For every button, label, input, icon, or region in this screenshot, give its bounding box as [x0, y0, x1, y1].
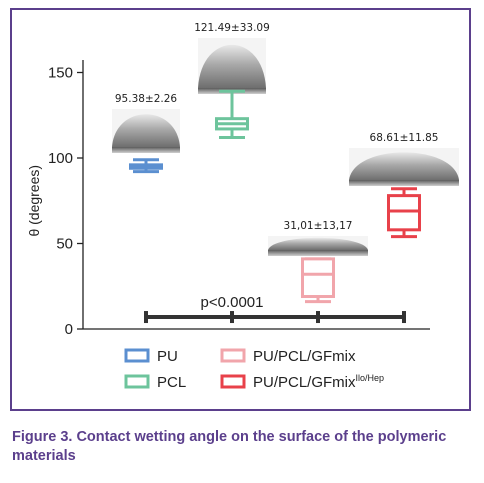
substrate-strip	[349, 180, 459, 186]
y-tick-label: 150	[48, 65, 73, 82]
droplet-shape	[268, 237, 368, 250]
box-plot-2	[215, 89, 249, 139]
legend-item-3: PU/PCL/GFmix	[220, 348, 356, 365]
droplet-shape	[198, 44, 266, 88]
box-plot-4	[387, 187, 421, 239]
legend-swatch	[220, 374, 246, 389]
value-annotations: 95.38±2.26 121.49±33.09 31,01±13,17 68.61±1…	[115, 22, 439, 232]
droplet-shape	[349, 152, 459, 180]
substrate-strip	[268, 250, 368, 256]
value-label-1: 95.38±2.26	[115, 93, 178, 105]
y-axis-label: θ (degrees)	[26, 165, 42, 237]
y-tick-label: 50	[56, 236, 73, 253]
legend: PU PCL PU/PCL/GFmix PU/PCL/GFmixIlo/Hep	[124, 348, 384, 391]
box-plot-3	[301, 257, 335, 304]
legend-swatch	[124, 348, 150, 363]
legend-item-4: PU/PCL/GFmixIlo/Hep	[220, 373, 384, 391]
iqr-box	[387, 194, 421, 232]
legend-item-2: PCL	[124, 374, 186, 391]
figure-caption: Figure 3. Contact wetting angle on the s…	[12, 429, 447, 464]
droplet-image-3	[268, 236, 368, 256]
p-value-label: p<0.0001	[201, 294, 264, 311]
value-label-2: 121.49±33.09	[194, 22, 270, 34]
axes: 0 50 100 150 θ (degrees)	[26, 60, 430, 338]
chart: 0 50 100 150 θ (degrees) 95.38±2.26 121.49±33…	[26, 22, 459, 391]
droplet-image-1	[112, 109, 180, 153]
y-tick-label: 0	[65, 321, 73, 338]
substrate-strip	[112, 147, 180, 153]
box-plot-1	[129, 158, 163, 174]
legend-label: PU	[157, 348, 178, 365]
value-label-4: 68.61±11.85	[370, 132, 439, 144]
legend-label: PCL	[157, 374, 186, 391]
legend-item-1: PU	[124, 348, 178, 365]
droplet-image-4	[349, 148, 459, 186]
iqr-box	[301, 257, 335, 299]
value-label-3: 31,01±13,17	[284, 220, 353, 232]
droplet-images	[112, 38, 459, 256]
legend-swatch	[220, 348, 246, 363]
significance-bracket: p<0.0001	[144, 294, 406, 324]
legend-label: PU/PCL/GFmix	[253, 348, 356, 365]
droplet-image-2	[198, 38, 266, 94]
droplet-shape	[112, 114, 180, 147]
legend-swatch	[124, 374, 150, 389]
y-tick-label: 100	[48, 150, 73, 167]
box-plots	[129, 89, 421, 304]
legend-label: PU/PCL/GFmixIlo/Hep	[253, 373, 384, 391]
legend-superscript: Ilo/Hep	[356, 373, 385, 383]
